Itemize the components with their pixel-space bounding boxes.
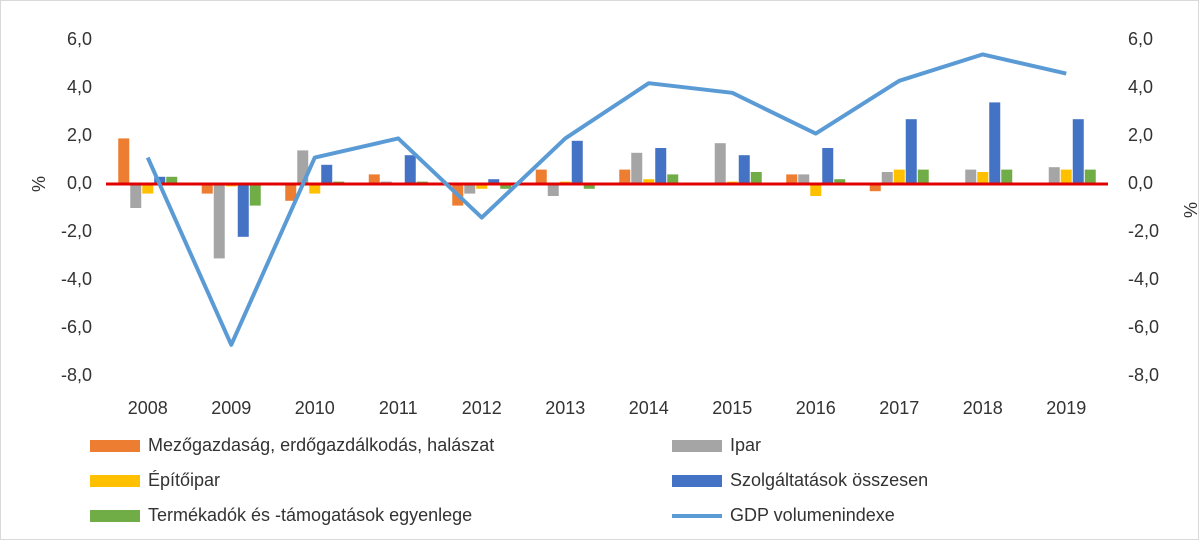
bar: [166, 176, 178, 184]
bar: [237, 184, 249, 237]
bar: [619, 169, 631, 184]
x-tick-label: 2016: [796, 398, 836, 418]
x-tick-label: 2011: [379, 398, 418, 418]
bar: [905, 119, 917, 184]
y-tick-label: -2,0: [61, 221, 92, 241]
bar: [142, 184, 154, 194]
bar: [977, 172, 989, 184]
bar: [869, 184, 881, 192]
bar: [297, 150, 309, 184]
bar: [1001, 169, 1013, 184]
x-tick-label: 2012: [462, 398, 502, 418]
bar: [893, 169, 905, 184]
legend-swatch: [90, 510, 140, 522]
bar: [1060, 169, 1072, 184]
bar: [655, 148, 667, 184]
x-tick-label: 2010: [295, 398, 335, 418]
bar: [643, 179, 655, 184]
bar: [285, 184, 297, 201]
bar: [130, 184, 142, 208]
y2-tick-label: -8,0: [1128, 365, 1159, 385]
y-tick-label: -4,0: [61, 269, 92, 289]
legend-label: Szolgáltatások összesen: [730, 470, 928, 490]
bar: [404, 155, 416, 184]
x-tick-label: 2017: [879, 398, 919, 418]
bar: [798, 174, 810, 184]
x-tick-label: 2008: [128, 398, 168, 418]
bar: [1048, 167, 1060, 184]
bar: [631, 152, 643, 184]
y-tick-label: 6,0: [67, 29, 92, 49]
x-tick-label: 2009: [211, 398, 251, 418]
legend-label: Ipar: [730, 435, 761, 455]
bar: [1084, 169, 1096, 184]
y2-tick-label: 2,0: [1128, 125, 1153, 145]
y2-axis-label: %: [1181, 202, 1199, 218]
bar: [201, 184, 213, 194]
legend-label: Mezőgazdaság, erdőgazdálkodás, halászat: [148, 435, 494, 455]
legend-swatch: [672, 440, 722, 452]
y-tick-label: -8,0: [61, 365, 92, 385]
y2-tick-label: 0,0: [1128, 173, 1153, 193]
bar: [547, 184, 559, 196]
line-series: [145, 52, 1067, 347]
bar: [488, 179, 500, 184]
y2-tick-label: -2,0: [1128, 221, 1159, 241]
bar: [917, 169, 929, 184]
bar: [213, 184, 225, 259]
x-tick-label: 2015: [712, 398, 752, 418]
y-tick-label: 4,0: [67, 77, 92, 97]
bar: [667, 174, 679, 184]
bar: [500, 184, 512, 189]
bar: [750, 172, 762, 184]
bar: [583, 184, 595, 189]
bar: [571, 140, 583, 184]
y-tick-label: 2,0: [67, 125, 92, 145]
y-tick-label: -6,0: [61, 317, 92, 337]
bar: [309, 184, 321, 194]
bar: [810, 184, 822, 196]
bar: [714, 143, 726, 184]
legend-swatch: [672, 475, 722, 487]
bar: [476, 184, 488, 189]
y2-tick-label: -6,0: [1128, 317, 1159, 337]
bar: [535, 169, 547, 184]
bar: [989, 102, 1001, 184]
bar: [965, 169, 977, 184]
bar: [822, 148, 834, 184]
bar: [738, 155, 750, 184]
bar: [464, 184, 476, 194]
y-axis-label: %: [29, 176, 49, 192]
bar: [881, 172, 893, 184]
bar: [321, 164, 333, 184]
bar: [118, 138, 130, 184]
bar: [368, 174, 380, 184]
legend-label: Építőipar: [148, 470, 220, 490]
y2-tick-label: 4,0: [1128, 77, 1153, 97]
bar: [1072, 119, 1084, 184]
x-tick-label: 2019: [1046, 398, 1086, 418]
y2-tick-label: 6,0: [1128, 29, 1153, 49]
bar: [249, 184, 261, 206]
legend-label: Termékadók és -támogatások egyenlege: [148, 505, 472, 525]
y2-tick-label: -4,0: [1128, 269, 1159, 289]
legend-label: GDP volumenindexe: [730, 505, 895, 525]
x-tick-label: 2013: [545, 398, 585, 418]
legend-swatch: [90, 475, 140, 487]
bar: [834, 179, 846, 184]
x-tick-label: 2014: [629, 398, 669, 418]
legend-swatch: [90, 440, 140, 452]
y-tick-label: 0,0: [67, 173, 92, 193]
bar: [786, 174, 798, 184]
x-tick-label: 2018: [963, 398, 1003, 418]
